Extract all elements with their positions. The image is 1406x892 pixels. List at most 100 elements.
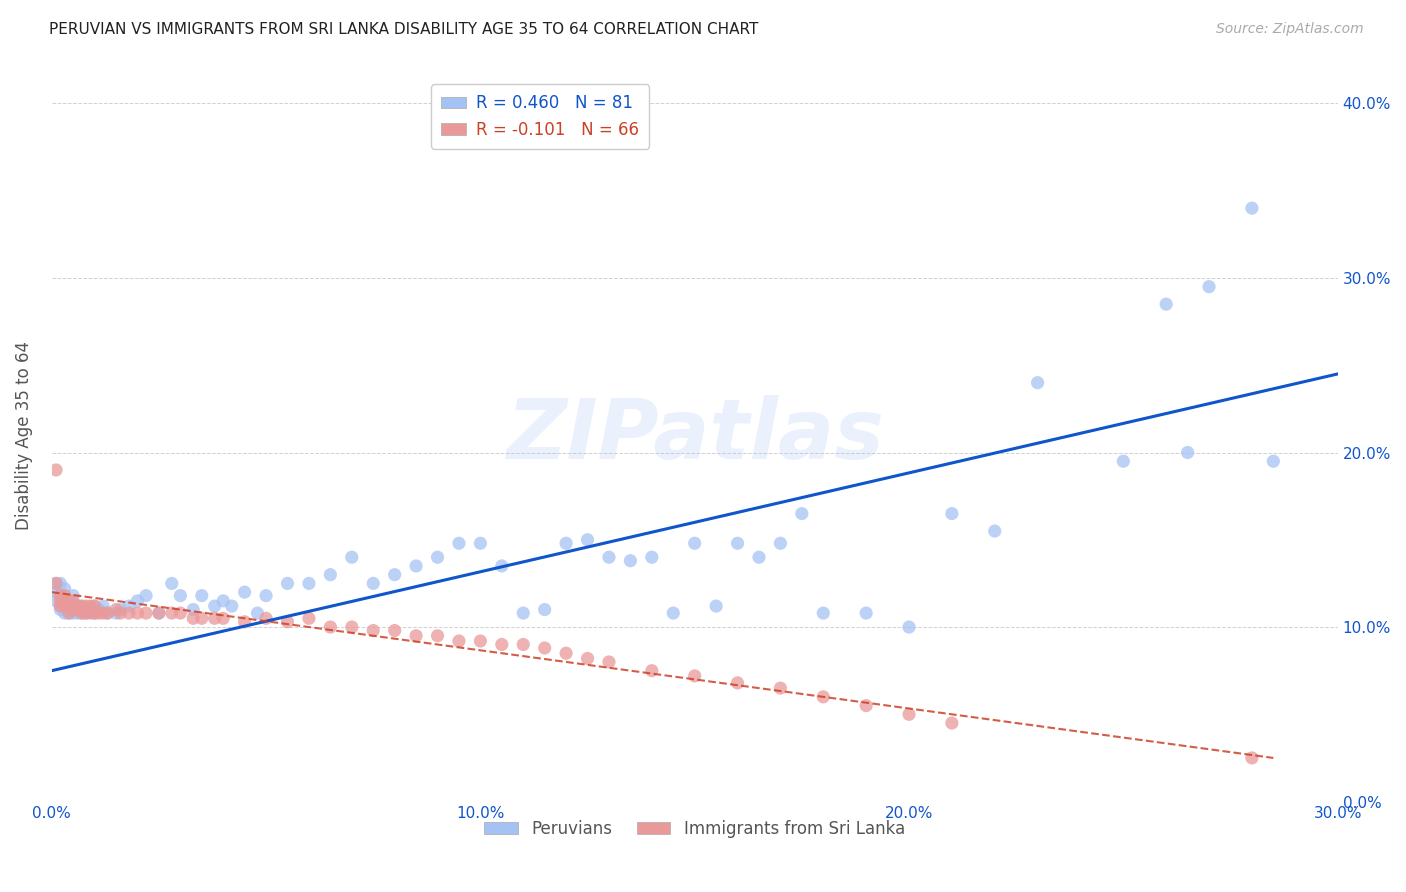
Point bbox=[1177, 445, 1199, 459]
Point bbox=[813, 606, 835, 620]
Point bbox=[58, 599, 80, 613]
Point bbox=[212, 594, 235, 608]
Point bbox=[769, 536, 792, 550]
Point bbox=[212, 611, 235, 625]
Point bbox=[555, 646, 578, 660]
Point bbox=[62, 594, 84, 608]
Point bbox=[45, 463, 67, 477]
Point bbox=[53, 589, 76, 603]
Point bbox=[75, 599, 97, 613]
Point bbox=[340, 550, 363, 565]
Point bbox=[1240, 751, 1263, 765]
Point bbox=[512, 606, 534, 620]
Point bbox=[769, 681, 792, 695]
Point bbox=[555, 536, 578, 550]
Point bbox=[790, 507, 813, 521]
Point bbox=[748, 550, 770, 565]
Point bbox=[79, 602, 101, 616]
Point bbox=[66, 599, 89, 613]
Point bbox=[160, 576, 183, 591]
Point bbox=[169, 606, 191, 620]
Point bbox=[598, 655, 620, 669]
Point bbox=[181, 602, 204, 616]
Point bbox=[683, 669, 706, 683]
Point bbox=[49, 599, 72, 613]
Point bbox=[941, 716, 963, 731]
Point bbox=[49, 589, 72, 603]
Point bbox=[66, 602, 89, 616]
Point bbox=[110, 602, 132, 616]
Point bbox=[384, 624, 406, 638]
Point bbox=[110, 606, 132, 620]
Point bbox=[148, 606, 170, 620]
Point bbox=[118, 606, 141, 620]
Point bbox=[53, 594, 76, 608]
Point bbox=[813, 690, 835, 704]
Point bbox=[49, 576, 72, 591]
Point bbox=[533, 640, 555, 655]
Point bbox=[105, 602, 128, 616]
Point bbox=[641, 664, 664, 678]
Point bbox=[53, 599, 76, 613]
Point bbox=[58, 594, 80, 608]
Point bbox=[233, 585, 256, 599]
Point bbox=[53, 599, 76, 613]
Text: ZIPatlas: ZIPatlas bbox=[506, 394, 883, 475]
Point bbox=[662, 606, 685, 620]
Point bbox=[83, 606, 105, 620]
Point bbox=[491, 558, 513, 573]
Point bbox=[83, 599, 105, 613]
Point bbox=[1240, 201, 1263, 215]
Point bbox=[533, 602, 555, 616]
Point bbox=[58, 594, 80, 608]
Point bbox=[70, 606, 93, 620]
Point bbox=[233, 615, 256, 629]
Point bbox=[70, 599, 93, 613]
Point bbox=[1026, 376, 1049, 390]
Point bbox=[135, 606, 157, 620]
Point bbox=[898, 620, 921, 634]
Point bbox=[704, 599, 727, 613]
Point bbox=[576, 651, 599, 665]
Point bbox=[204, 599, 226, 613]
Point bbox=[276, 615, 298, 629]
Point bbox=[62, 589, 84, 603]
Point bbox=[361, 624, 384, 638]
Point bbox=[221, 599, 243, 613]
Point bbox=[79, 606, 101, 620]
Point bbox=[276, 576, 298, 591]
Point bbox=[298, 576, 321, 591]
Point bbox=[83, 606, 105, 620]
Point bbox=[898, 707, 921, 722]
Point bbox=[298, 611, 321, 625]
Point bbox=[75, 606, 97, 620]
Point bbox=[79, 599, 101, 613]
Point bbox=[727, 676, 749, 690]
Point bbox=[83, 599, 105, 613]
Point bbox=[62, 606, 84, 620]
Point bbox=[181, 611, 204, 625]
Point bbox=[491, 638, 513, 652]
Point bbox=[641, 550, 664, 565]
Point bbox=[855, 606, 877, 620]
Point bbox=[53, 589, 76, 603]
Legend: Peruvians, Immigrants from Sri Lanka: Peruvians, Immigrants from Sri Lanka bbox=[478, 814, 911, 845]
Y-axis label: Disability Age 35 to 64: Disability Age 35 to 64 bbox=[15, 341, 32, 530]
Point bbox=[70, 599, 93, 613]
Point bbox=[426, 629, 449, 643]
Point bbox=[45, 585, 67, 599]
Point bbox=[340, 620, 363, 634]
Point bbox=[576, 533, 599, 547]
Point bbox=[148, 606, 170, 620]
Point bbox=[598, 550, 620, 565]
Point bbox=[66, 599, 89, 613]
Point bbox=[361, 576, 384, 591]
Point bbox=[87, 606, 110, 620]
Point bbox=[58, 606, 80, 620]
Point bbox=[941, 507, 963, 521]
Point bbox=[426, 550, 449, 565]
Point bbox=[246, 606, 269, 620]
Point bbox=[447, 634, 470, 648]
Point bbox=[49, 599, 72, 613]
Point bbox=[49, 594, 72, 608]
